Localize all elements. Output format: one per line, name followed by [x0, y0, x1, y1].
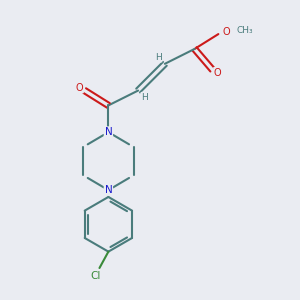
Text: H: H: [141, 93, 148, 102]
Text: CH₃: CH₃: [237, 26, 254, 35]
Text: O: O: [223, 27, 230, 37]
Text: N: N: [104, 185, 112, 195]
Text: O: O: [214, 68, 222, 78]
Text: N: N: [104, 127, 112, 137]
Text: H: H: [155, 53, 162, 62]
Text: Cl: Cl: [91, 271, 101, 281]
Text: O: O: [75, 82, 83, 93]
